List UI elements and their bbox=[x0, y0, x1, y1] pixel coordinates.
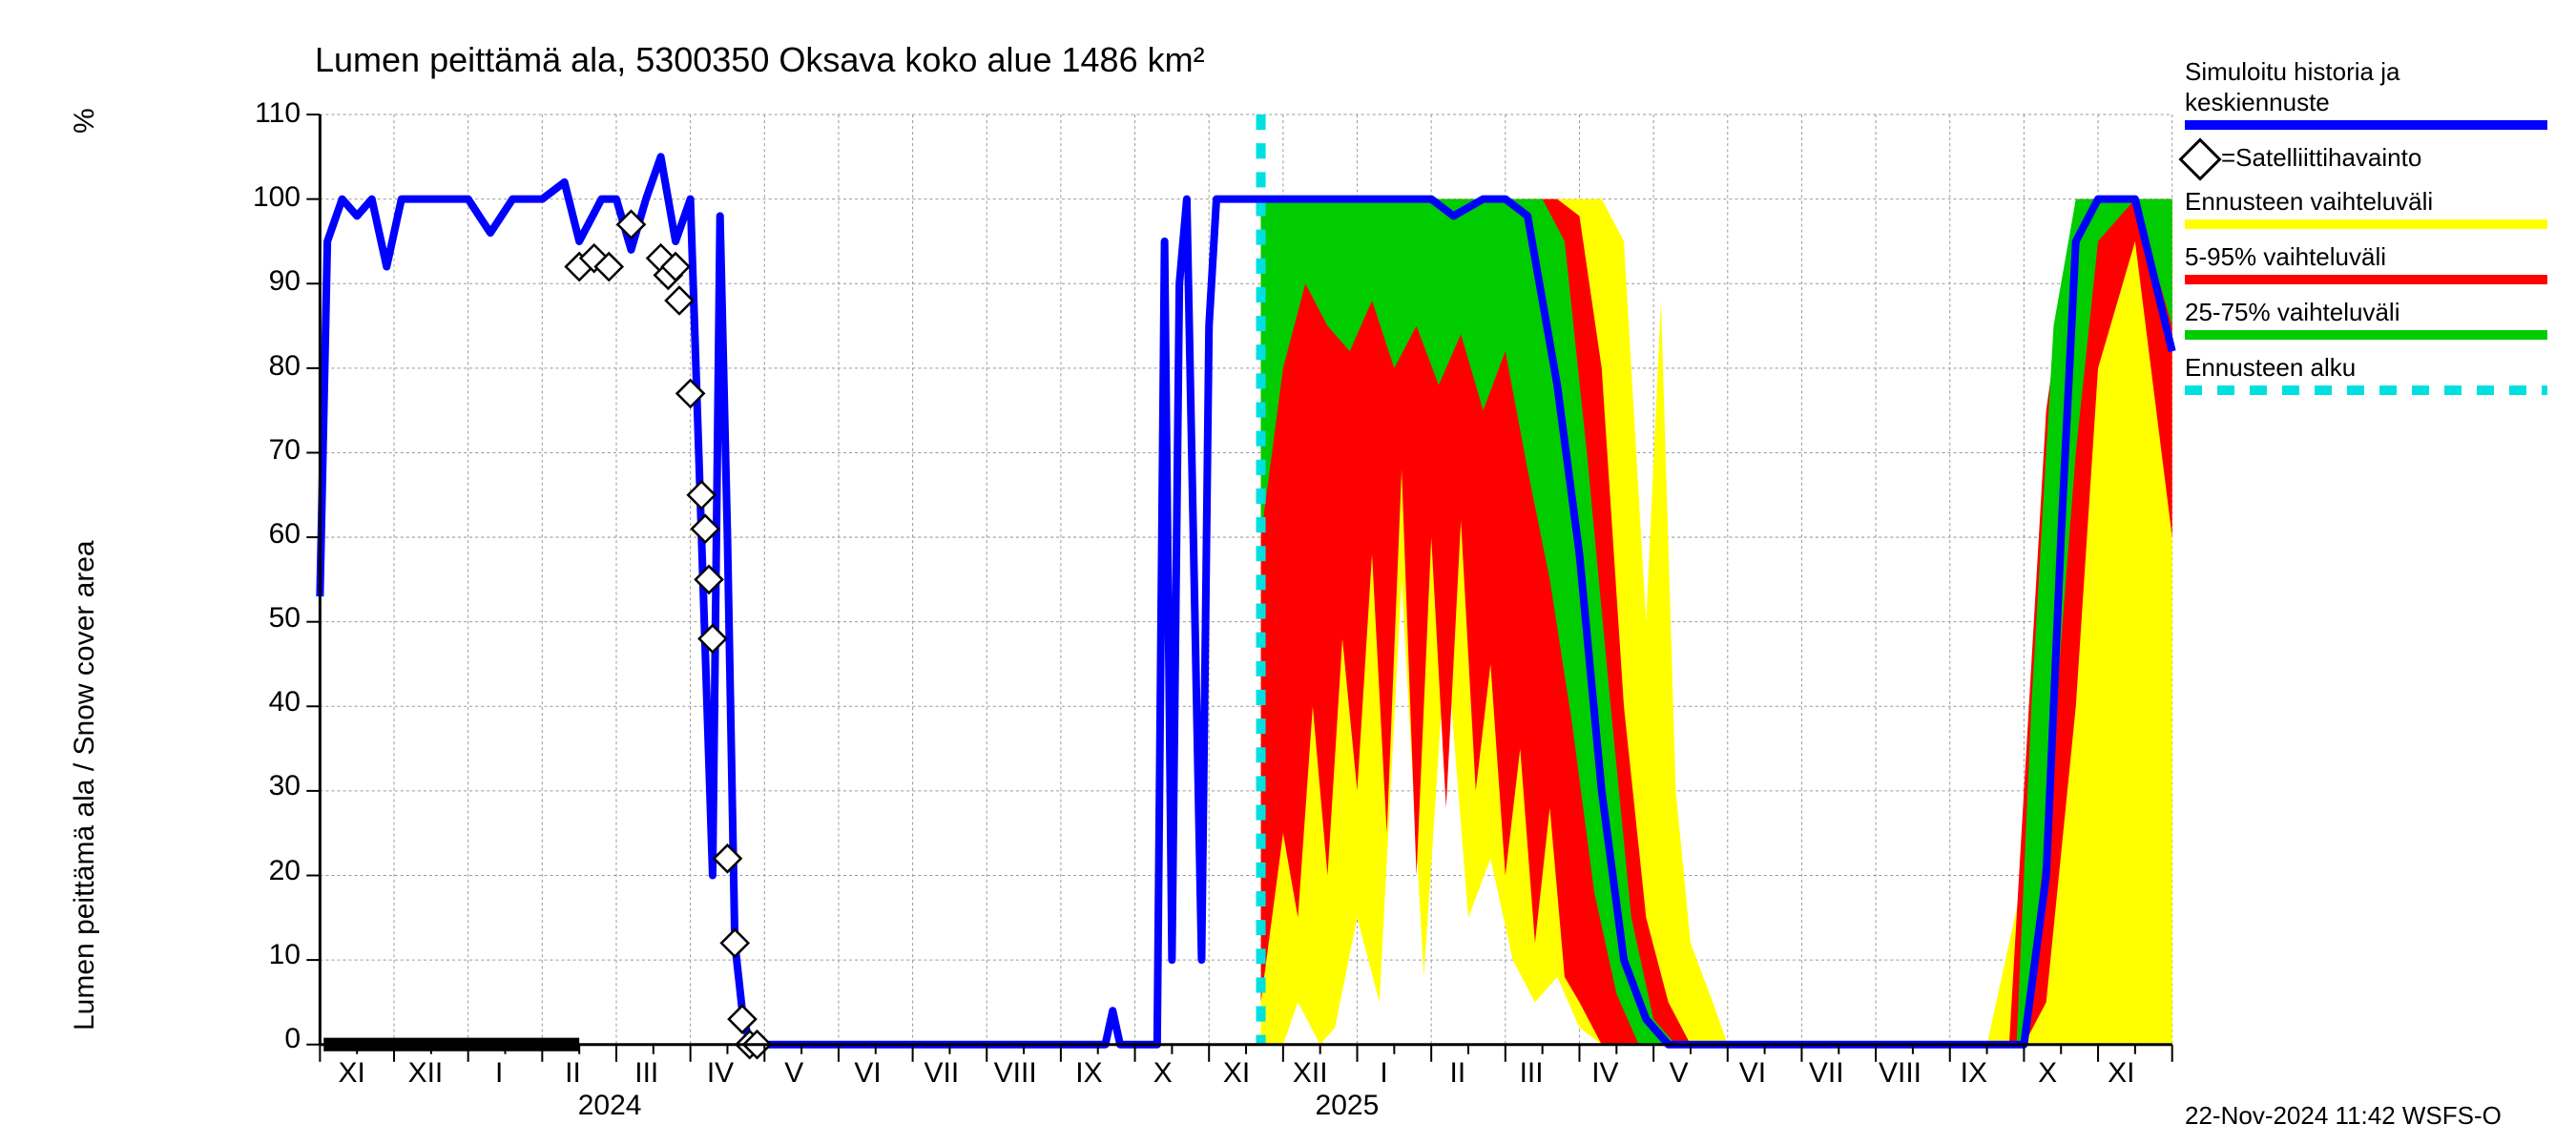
x-tick-month: II bbox=[539, 1057, 606, 1090]
x-year-label: 2024 bbox=[562, 1090, 657, 1122]
legend-swatch bbox=[2185, 219, 2547, 229]
plot-area bbox=[296, 110, 2182, 1102]
x-tick-month: V bbox=[760, 1057, 827, 1090]
legend-swatch bbox=[2185, 330, 2547, 340]
x-tick-month: III bbox=[1498, 1057, 1565, 1090]
x-tick-month: V bbox=[1646, 1057, 1713, 1090]
x-tick-month: I bbox=[466, 1057, 532, 1090]
legend-label: =Satelliittihavainto bbox=[2185, 143, 2421, 175]
x-tick-month: IX bbox=[1941, 1057, 2007, 1090]
x-tick-month: XII bbox=[1277, 1057, 1343, 1090]
x-tick-month: XI bbox=[319, 1057, 385, 1090]
y-tick: 60 bbox=[229, 518, 301, 551]
legend-swatch bbox=[2185, 385, 2547, 395]
y-tick: 10 bbox=[229, 939, 301, 971]
diamond-icon bbox=[2178, 137, 2221, 180]
y-tick: 80 bbox=[229, 350, 301, 383]
x-tick-month: II bbox=[1424, 1057, 1491, 1090]
x-tick-month: VI bbox=[835, 1057, 902, 1090]
legend-label: keskiennuste bbox=[2185, 88, 2330, 117]
x-tick-month: XI bbox=[2088, 1057, 2154, 1090]
x-tick-month: VI bbox=[1719, 1057, 1786, 1090]
chart-title: Lumen peittämä ala, 5300350 Oksava koko … bbox=[315, 40, 1205, 80]
x-tick-month: IX bbox=[1055, 1057, 1122, 1090]
legend-text: =Satelliittihavainto bbox=[2221, 143, 2421, 172]
x-tick-month: IV bbox=[687, 1057, 754, 1090]
x-tick-month: X bbox=[1130, 1057, 1196, 1090]
legend-label: 25-75% vaihteluväli bbox=[2185, 298, 2399, 327]
y-tick: 40 bbox=[229, 686, 301, 718]
x-tick-month: VII bbox=[908, 1057, 975, 1090]
legend-swatch bbox=[2185, 120, 2547, 130]
x-tick-month: III bbox=[613, 1057, 680, 1090]
legend-label: 5-95% vaihteluväli bbox=[2185, 242, 2386, 272]
legend-label: Simuloitu historia ja bbox=[2185, 57, 2399, 87]
y-tick: 20 bbox=[229, 855, 301, 887]
x-tick-month: VIII bbox=[1867, 1057, 1934, 1090]
x-tick-month: XII bbox=[392, 1057, 459, 1090]
legend-swatch bbox=[2185, 275, 2547, 284]
x-tick-month: VIII bbox=[982, 1057, 1049, 1090]
y-tick: 90 bbox=[229, 265, 301, 298]
x-tick-month: IV bbox=[1571, 1057, 1638, 1090]
x-year-label: 2025 bbox=[1299, 1090, 1395, 1122]
y-tick: 110 bbox=[229, 97, 301, 130]
x-tick-month: I bbox=[1351, 1057, 1418, 1090]
chart-container: { "chart": { "type": "line", "title": "L… bbox=[0, 0, 2576, 1145]
y-axis-label: Lumen peittämä ala / Snow cover area bbox=[69, 540, 101, 1030]
y-tick: 0 bbox=[229, 1023, 301, 1055]
y-axis-unit: % bbox=[69, 108, 101, 134]
x-tick-month: X bbox=[2014, 1057, 2081, 1090]
y-tick: 70 bbox=[229, 434, 301, 467]
legend-label: Ennusteen alku bbox=[2185, 353, 2356, 383]
x-tick-month: VII bbox=[1793, 1057, 1859, 1090]
footer-timestamp: 22-Nov-2024 11:42 WSFS-O bbox=[2185, 1101, 2502, 1131]
y-tick: 30 bbox=[229, 770, 301, 802]
y-tick: 50 bbox=[229, 602, 301, 635]
y-tick: 100 bbox=[229, 181, 301, 214]
legend-label: Ennusteen vaihteluväli bbox=[2185, 187, 2433, 217]
x-tick-month: XI bbox=[1203, 1057, 1270, 1090]
